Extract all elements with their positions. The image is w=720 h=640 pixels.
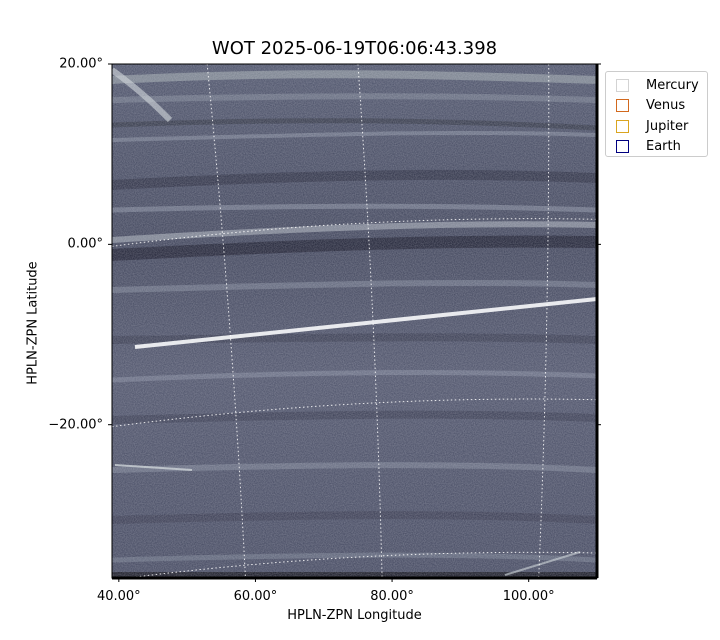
legend-swatch — [616, 140, 629, 153]
x-tick-label: 40.00° — [96, 589, 141, 604]
legend-swatch — [616, 119, 629, 133]
y-tick-label: 20.00° — [59, 56, 103, 72]
legend-label: Earth — [646, 139, 681, 154]
legend-item: Jupiter — [616, 118, 688, 134]
longitude-gridline — [538, 64, 550, 578]
legend-swatch — [616, 78, 629, 92]
legend-item: Earth — [616, 139, 681, 155]
x-axis-label: HPLN-ZPN Longitude — [287, 608, 422, 623]
longitude-gridline — [357, 64, 383, 578]
legend-label: Mercury — [646, 77, 699, 93]
legend-label: Venus — [646, 98, 686, 113]
longitude-gridline — [206, 64, 246, 578]
y-tick-label: −20.00° — [48, 417, 103, 433]
y-axis-label: HPLN-ZPN Latitude — [25, 261, 41, 385]
x-tick-label: 100.00° — [502, 589, 555, 604]
legend: Mercury Venus Jupiter Earth — [605, 71, 708, 157]
legend-item: Venus — [616, 98, 685, 114]
heatmap-image — [112, 64, 597, 578]
y-tick-label: 0.00° — [67, 236, 103, 252]
x-tick-label: 60.00° — [233, 589, 278, 604]
legend-swatch — [616, 99, 629, 112]
x-tick-label: 80.00° — [370, 589, 414, 604]
chart-title: WOT 2025-06-19T06:06:43.398 — [211, 38, 498, 59]
legend-item: Mercury — [616, 77, 699, 93]
legend-label: Jupiter — [646, 118, 689, 134]
coordinate-grid — [112, 64, 597, 578]
tick-marks — [108, 63, 601, 582]
